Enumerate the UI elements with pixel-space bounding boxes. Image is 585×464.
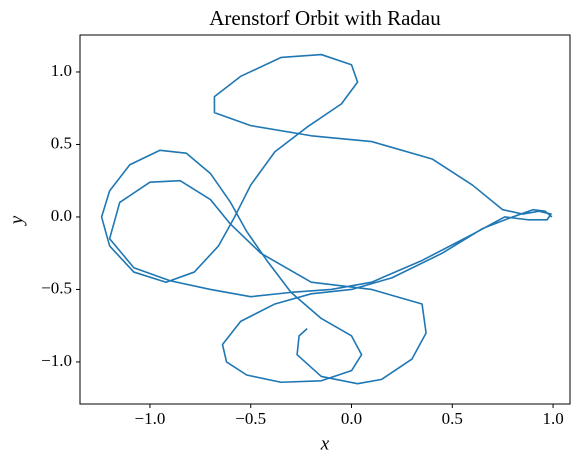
x-axis-label: x — [320, 433, 330, 454]
y-tick-label: −1.0 — [41, 351, 72, 370]
x-tick-label: −0.5 — [235, 409, 266, 428]
x-tick-label: 1.0 — [542, 409, 563, 428]
y-axis-label: y — [6, 215, 27, 226]
chart-title: Arenstorf Orbit with Radau — [209, 6, 441, 30]
y-tick-label: 0.0 — [51, 206, 72, 225]
x-tick-label: 0.0 — [341, 409, 362, 428]
plot-frame — [79, 34, 571, 405]
x-tick-label: 0.5 — [442, 409, 463, 428]
y-tick-label: −0.5 — [41, 278, 72, 297]
y-tick-label: 0.5 — [51, 133, 72, 152]
y-tick-label: 1.0 — [51, 61, 72, 80]
x-tick-label: −1.0 — [135, 409, 166, 428]
orbit-line — [100, 53, 553, 385]
